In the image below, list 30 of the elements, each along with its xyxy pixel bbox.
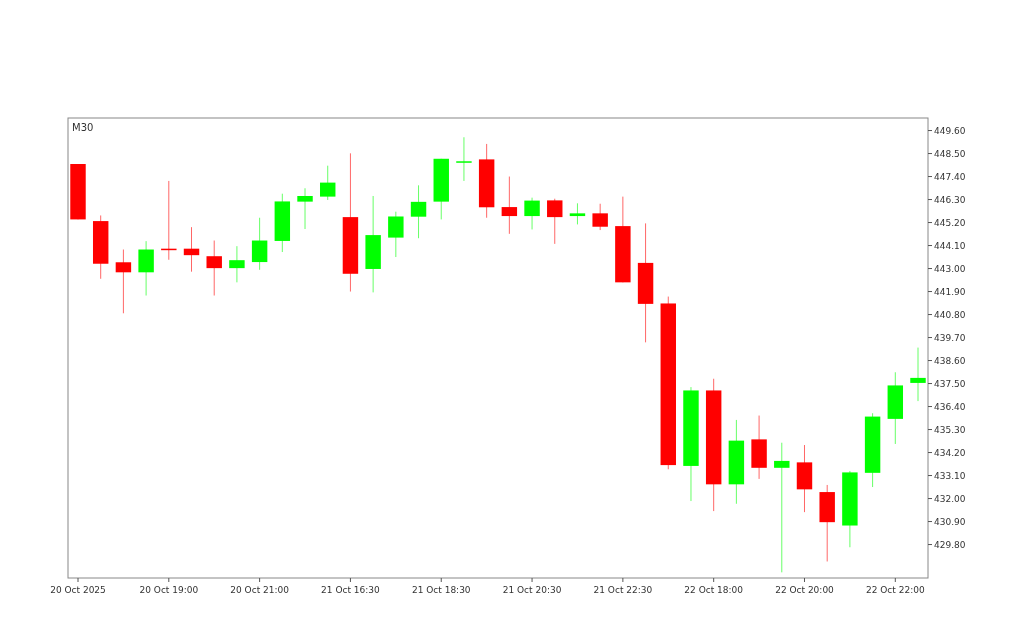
x-tick-label: 20 Oct 19:00: [139, 585, 199, 595]
y-tick-label: 446.30: [934, 194, 966, 205]
x-tick-label: 21 Oct 22:30: [593, 585, 653, 595]
y-tick-label: 433.10: [934, 470, 966, 481]
y-tick-label: 444.10: [934, 240, 966, 251]
y-tick-label: 445.20: [934, 217, 966, 228]
y-tick-label: 430.90: [934, 516, 966, 527]
x-tick-label: 22 Oct 18:00: [684, 585, 744, 595]
x-tick-label: 20 Oct 2025: [50, 585, 106, 595]
y-tick-label: 440.80: [934, 309, 966, 320]
y-tick-label: 438.60: [934, 355, 966, 366]
y-tick-label: 429.80: [934, 539, 966, 550]
y-tick-label: 447.40: [934, 171, 966, 182]
x-tick-label: 21 Oct 16:30: [321, 585, 381, 595]
y-tick-label: 443.00: [934, 263, 966, 274]
x-tick-label: 22 Oct 20:00: [775, 585, 835, 595]
x-tick-label: 21 Oct 18:30: [411, 585, 471, 595]
x-tick-label: 21 Oct 20:30: [502, 585, 562, 595]
y-tick-label: 439.70: [934, 332, 966, 343]
y-tick-label: 434.20: [934, 447, 966, 458]
x-tick-label: 20 Oct 21:00: [230, 585, 290, 595]
y-tick-label: 449.60: [934, 125, 966, 136]
y-tick-label: 441.90: [934, 286, 966, 297]
y-tick-label: 435.30: [934, 424, 966, 435]
y-tick-label: 436.40: [934, 401, 966, 412]
chart-title: M30: [72, 122, 94, 133]
x-tick-label: 22 Oct 22:00: [865, 585, 925, 595]
y-tick-label: 448.50: [934, 148, 966, 159]
y-tick-label: 432.00: [934, 493, 966, 504]
y-tick-label: 437.50: [934, 378, 966, 389]
